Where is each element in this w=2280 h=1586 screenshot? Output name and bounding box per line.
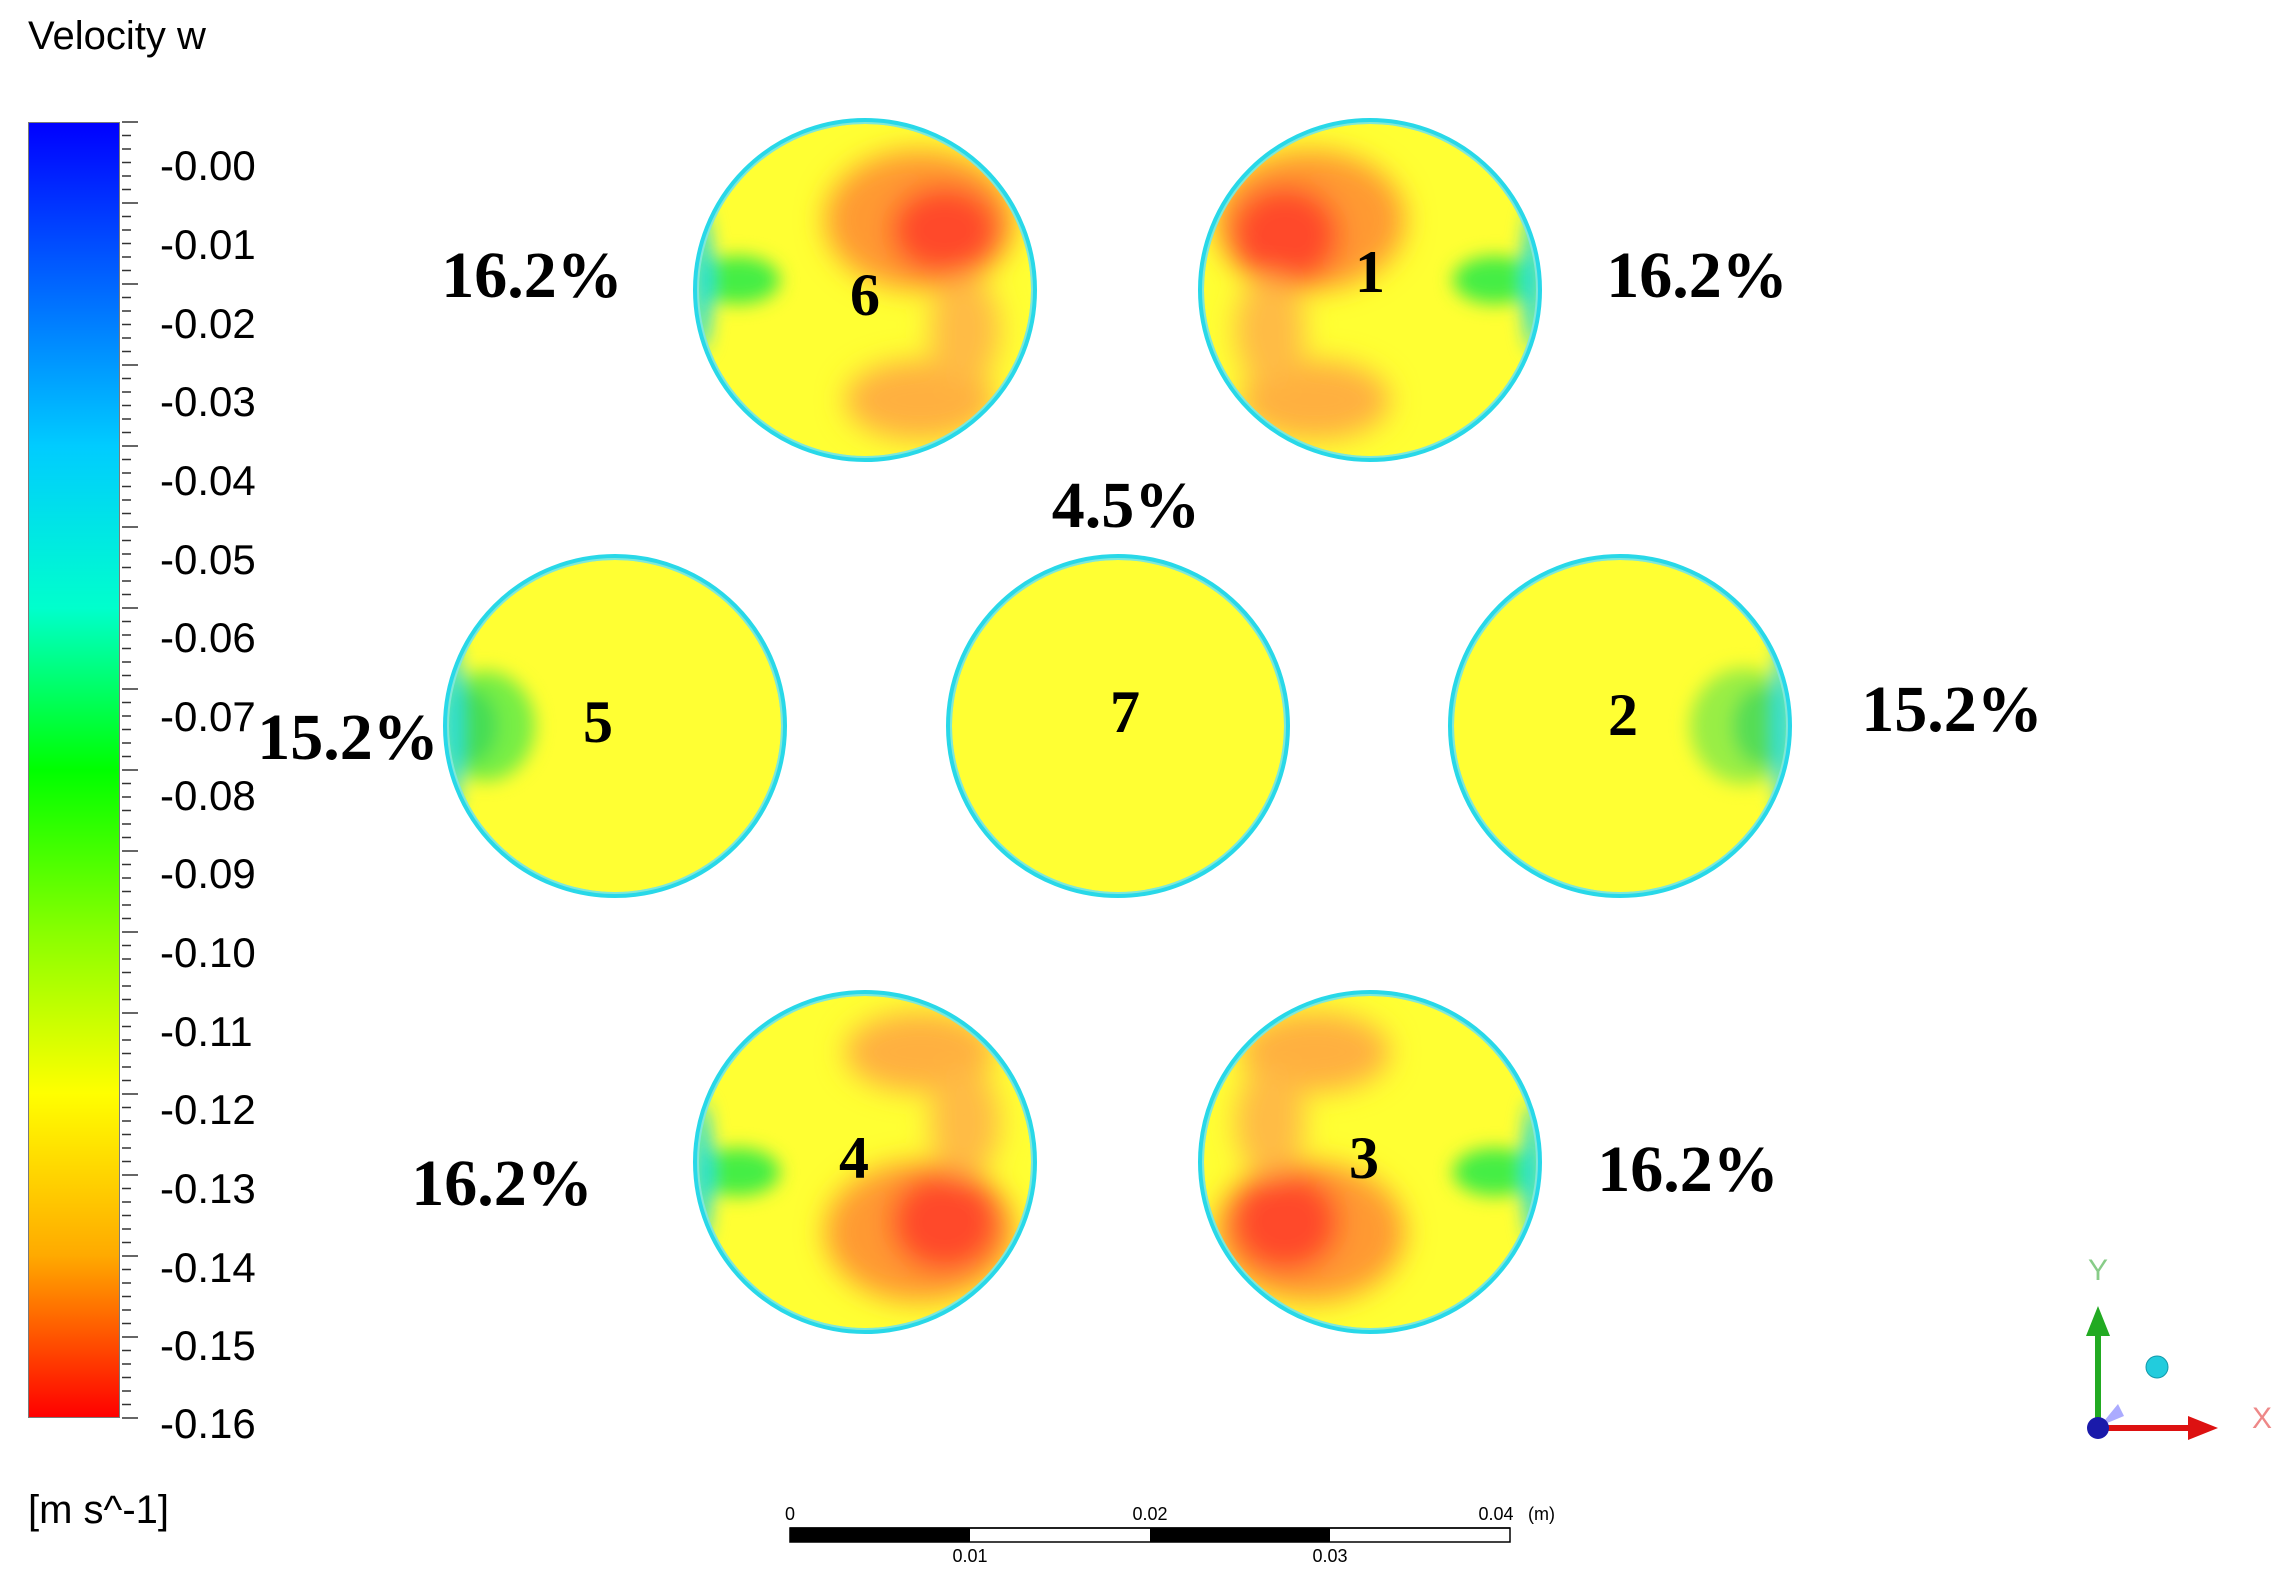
- colorbar-tick-label: -0.01: [160, 221, 256, 268]
- tube-6-contour: [693, 118, 1037, 462]
- colorbar-tick-label: -0.02: [160, 300, 256, 347]
- colorbar-tick-label: -0.09: [160, 850, 256, 897]
- scale-label: 0.04: [1478, 1504, 1513, 1524]
- colorbar-tick-label: -0.14: [160, 1244, 256, 1291]
- scale-label: 0.03: [1312, 1546, 1347, 1566]
- x-axis-label: X: [2252, 1402, 2272, 1435]
- colorbar-tick-label: -0.00: [160, 142, 256, 189]
- tube-number-1: 1: [1355, 239, 1385, 305]
- scale-label: 0.01: [952, 1546, 987, 1566]
- colorbar: [28, 122, 120, 1418]
- colorbar-tick-label: -0.08: [160, 772, 256, 819]
- colorbar-tick-label: -0.07: [160, 693, 256, 740]
- tube-5-contour: [443, 554, 787, 898]
- colorbar-tick-label: -0.15: [160, 1322, 256, 1369]
- colorbar-tick-label: -0.16: [160, 1400, 256, 1447]
- scale-label: 0.02: [1132, 1504, 1167, 1524]
- tube-number-6: 6: [850, 262, 880, 328]
- colorbar-tick-label: -0.05: [160, 536, 256, 583]
- tube-number-4: 4: [839, 1125, 869, 1191]
- tube-number-2: 2: [1608, 682, 1638, 748]
- tube-number-5: 5: [583, 689, 613, 755]
- scale-unit: (m): [1528, 1504, 1555, 1524]
- tube-3-contour: [1198, 990, 1542, 1334]
- tube-7-contour: [946, 554, 1290, 898]
- percent-tube-3: 16.2%: [1597, 1133, 1779, 1206]
- percent-tube-1: 16.2%: [1606, 239, 1788, 312]
- colorbar-tick-label: -0.06: [160, 614, 256, 661]
- colorbar-tick-label: -0.11: [160, 1008, 253, 1055]
- percent-tube-5: 15.2%: [257, 701, 439, 774]
- colorbar-tick-label: -0.10: [160, 929, 256, 976]
- percent-tube-4: 16.2%: [411, 1147, 593, 1220]
- colorbar-tick-label: -0.04: [160, 457, 256, 504]
- percent-tube-7: 4.5%: [1051, 469, 1201, 542]
- y-axis-label: Y: [2088, 1254, 2108, 1287]
- tube-number-3: 3: [1349, 1125, 1379, 1191]
- axis-triad: Y X: [2086, 1254, 2272, 1440]
- tube-number-7: 7: [1110, 679, 1140, 745]
- colorbar-tick-label: -0.12: [160, 1086, 256, 1133]
- percent-tube-6: 16.2%: [441, 239, 623, 312]
- tube-1-contour: [1198, 118, 1542, 462]
- scale-bar: 0 0.02 0.04 (m) 0.01 0.03: [785, 1504, 1555, 1566]
- tube-2-contour: [1448, 554, 1792, 898]
- colorbar-tick-label: -0.13: [160, 1165, 256, 1212]
- percent-tube-2: 15.2%: [1861, 673, 2043, 746]
- scale-label: 0: [785, 1504, 795, 1524]
- legend-title: Velocity w: [28, 14, 206, 58]
- legend-unit: [m s^-1]: [28, 1488, 169, 1532]
- tube-4-contour: [693, 990, 1037, 1334]
- colorbar-tick-label: -0.03: [160, 378, 256, 425]
